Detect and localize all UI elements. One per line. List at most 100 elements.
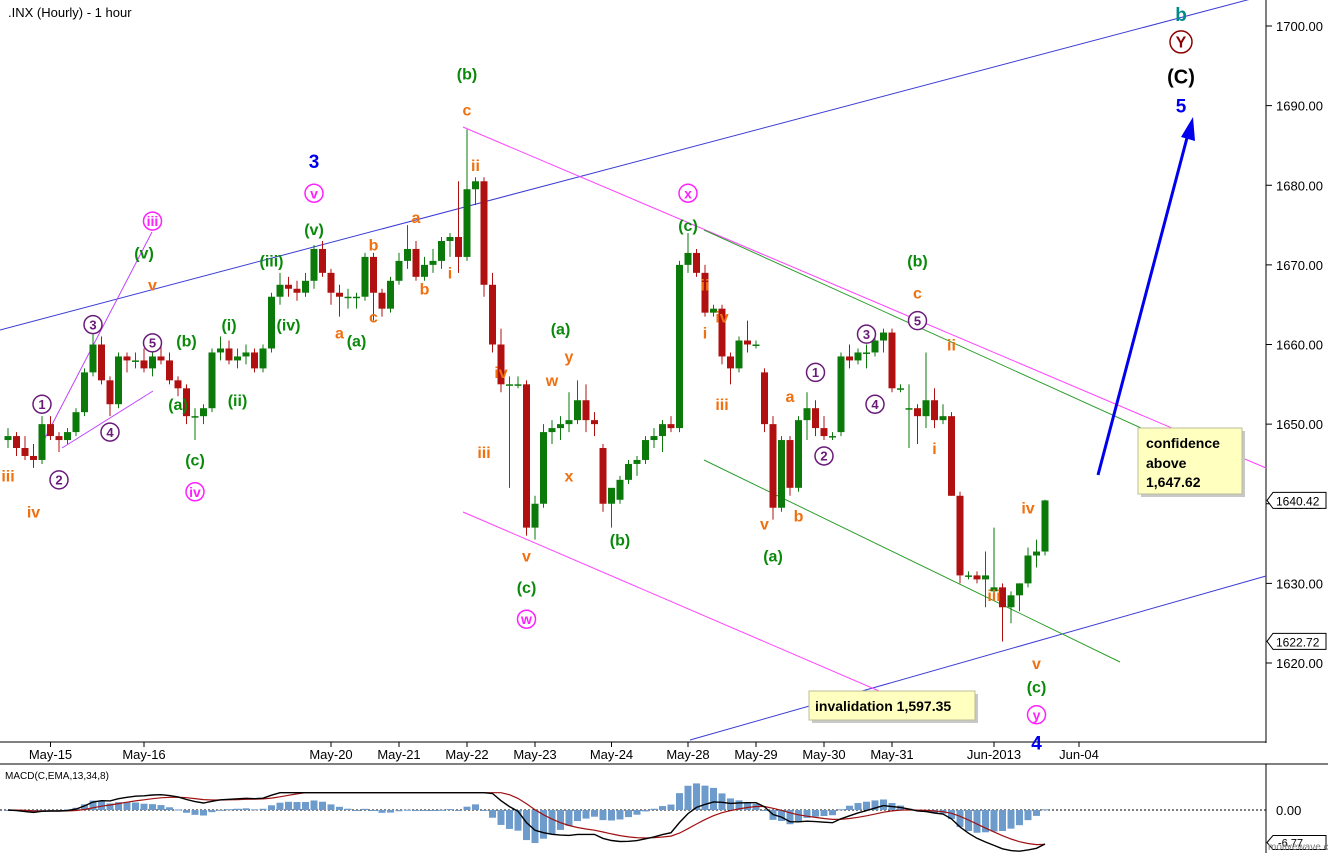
wave-label: (c) (1027, 680, 1047, 697)
candle (132, 352, 139, 369)
macd-histogram-bar (378, 810, 386, 813)
macd-histogram-bar (174, 809, 182, 811)
wave-label: (c) (185, 453, 205, 470)
svg-text:1640.42: 1640.42 (1276, 494, 1320, 508)
channel-line (43, 231, 153, 441)
candle (769, 416, 777, 520)
svg-text:4: 4 (106, 425, 114, 440)
time-tick-label: Jun-2013 (967, 747, 1021, 762)
macd-histogram-bar (846, 805, 853, 810)
svg-text:(b): (b) (176, 333, 196, 350)
macd-histogram-bar (973, 810, 981, 833)
macd-histogram-bar (582, 810, 590, 819)
price-badge: 1622.72 (1266, 632, 1327, 650)
candle (837, 352, 845, 437)
wave-label: (ii) (228, 393, 248, 410)
candle (446, 233, 454, 257)
price-tick-label: 1690.00 (1276, 99, 1323, 114)
time-tick-label: May-28 (666, 747, 709, 762)
candle (268, 292, 275, 353)
macd-histogram-bar (642, 810, 649, 812)
wave-label: Y (1169, 30, 1193, 54)
svg-text:(iv): (iv) (277, 317, 301, 334)
candle (914, 404, 921, 445)
candle (4, 428, 12, 449)
candle (55, 432, 63, 452)
svg-text:5: 5 (914, 313, 921, 328)
macd-histogram-bar (778, 810, 785, 821)
svg-text:ii: ii (701, 278, 710, 295)
macd-histogram-bar (1033, 810, 1040, 816)
wave-label: 4 (1031, 733, 1042, 754)
candle (574, 380, 581, 425)
macd-histogram-bar (523, 810, 530, 841)
svg-text:(b): (b) (907, 254, 927, 271)
price-tick-label: 1630.00 (1276, 576, 1323, 591)
macd-histogram-bar (650, 808, 658, 810)
price-tick-label: 1660.00 (1276, 338, 1323, 353)
svg-text:2: 2 (55, 473, 62, 488)
candle (548, 420, 556, 445)
candle (21, 436, 29, 460)
wave-label: iii (142, 211, 163, 231)
svg-text:3: 3 (309, 152, 320, 173)
macd-histogram-bar (871, 800, 879, 810)
macd-histogram-bar (676, 793, 683, 810)
candle (693, 248, 700, 277)
candle (64, 428, 71, 445)
macd-histogram-bar (421, 810, 428, 811)
candle (395, 252, 403, 285)
candle (30, 444, 37, 468)
wave-label: 1 (805, 362, 826, 383)
time-tick-label: May-29 (734, 747, 777, 762)
price-tick-label: 1680.00 (1276, 178, 1323, 193)
candle (361, 252, 369, 301)
macd-histogram-bar (293, 802, 301, 810)
wave-label: 4 (100, 422, 120, 442)
macd-histogram-bar (140, 803, 148, 810)
candle (948, 412, 955, 496)
svg-text:iii: iii (147, 213, 159, 229)
candle (123, 352, 131, 373)
macd-histogram-bar (268, 805, 275, 810)
wave-label: (b) (907, 254, 927, 271)
invalidation-text: invalidation 1,597.35 (815, 698, 951, 714)
macd-histogram-bar (948, 810, 955, 819)
macd-histogram-bar (829, 810, 836, 816)
candle (319, 240, 326, 277)
candle (880, 328, 887, 353)
wave-label: v (304, 183, 324, 203)
svg-text:i: i (932, 441, 936, 458)
wave-label: v (760, 516, 769, 533)
macd-histogram-bar (132, 802, 139, 810)
svg-text:(b): (b) (457, 67, 477, 84)
macd-histogram-bar (115, 802, 122, 810)
candle (565, 392, 573, 433)
candle (922, 352, 930, 429)
svg-text:c: c (369, 309, 378, 326)
channel-line (703, 229, 1151, 433)
candle (752, 340, 760, 349)
svg-text:iii: iii (715, 397, 728, 414)
wave-label: ii (701, 278, 710, 295)
time-tick-label: May-20 (309, 747, 352, 762)
macd-histogram-bar (506, 810, 513, 829)
svg-text:(v): (v) (304, 222, 324, 239)
price-badge: 1640.42 (1266, 491, 1327, 509)
wave-label: (c) (678, 218, 698, 235)
candle (472, 177, 479, 206)
svg-text:(c): (c) (678, 218, 698, 235)
candle (735, 336, 743, 373)
wave-label: (c) (517, 580, 537, 597)
candle (38, 416, 46, 464)
candle (871, 336, 879, 357)
wave-label: ii (471, 158, 480, 175)
macd-histogram-bar (786, 810, 794, 825)
candle (89, 332, 97, 377)
wave-label: 3 (309, 152, 320, 173)
candle (540, 424, 547, 508)
svg-text:(iii): (iii) (260, 254, 284, 271)
candle (616, 475, 624, 504)
wave-label: 3 (83, 314, 103, 335)
wave-label: c (369, 309, 378, 326)
